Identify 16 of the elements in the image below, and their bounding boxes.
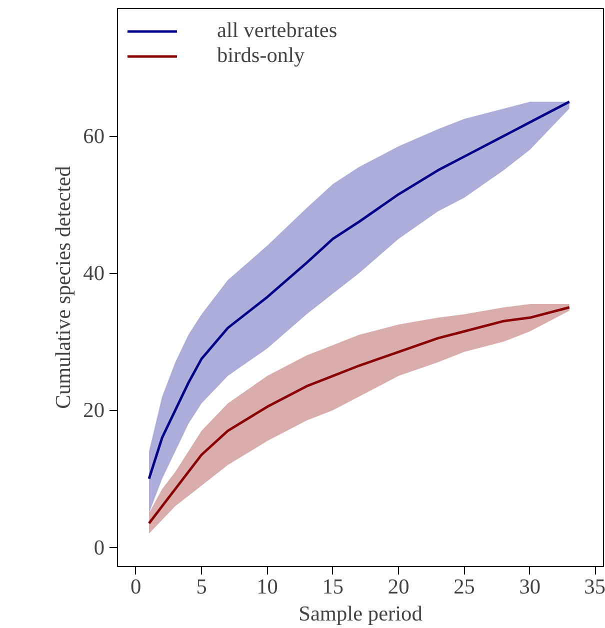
x-tick-label: 15 (322, 574, 344, 598)
y-axis-title: Cumulative species detected (51, 166, 76, 409)
legend-label: all vertebrates (217, 18, 338, 43)
y-tick-label: 40 (83, 261, 104, 286)
legend-label: birds-only (217, 43, 305, 68)
x-tick-label: 5 (196, 574, 207, 598)
x-tick-label: 10 (256, 574, 278, 598)
x-tick-label: 30 (519, 574, 541, 598)
x-tick-label: 20 (388, 574, 410, 598)
x-tick-label: 0 (130, 574, 142, 598)
y-tick-label: 60 (83, 124, 104, 148)
x-tick-label: 25 (454, 574, 475, 598)
x-axis-title: Sample period (298, 602, 423, 626)
x-tick-label: 35 (584, 574, 605, 598)
y-tick-label: 0 (94, 535, 105, 560)
y-tick-label: 20 (83, 398, 104, 422)
